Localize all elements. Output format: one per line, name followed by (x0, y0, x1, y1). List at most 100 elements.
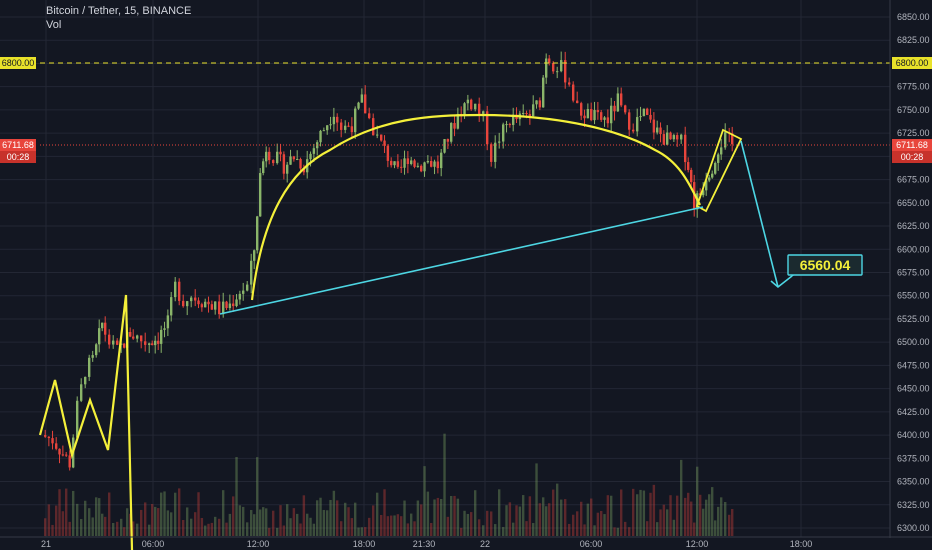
volume-bar (272, 510, 275, 536)
candle-body (545, 58, 548, 78)
y-tick-label: 6775.00 (897, 82, 930, 92)
candle-body (292, 156, 296, 160)
candle-body (286, 164, 289, 174)
volume-bar (84, 500, 87, 536)
volume-bar (95, 497, 98, 536)
candle-body (316, 142, 319, 149)
x-tick-label: 22 (480, 539, 490, 549)
volume-bar (197, 492, 200, 536)
candle-body (568, 82, 571, 85)
candle-body (478, 103, 481, 114)
volume-bar (368, 517, 371, 536)
candle-body (396, 161, 400, 167)
left-zigzag-drawing[interactable] (38, 294, 134, 550)
candle-body (720, 147, 723, 155)
x-tick-label: 12:00 (686, 539, 709, 549)
volume-bar (235, 456, 238, 536)
volume-indicator-label[interactable]: Vol (46, 19, 62, 31)
candle-body (393, 161, 396, 166)
candle-body (265, 151, 268, 162)
volume-bar (580, 501, 583, 536)
right-price-tag: 6711.68 00:28 (892, 139, 932, 163)
volume-bar (204, 525, 207, 536)
candle-body (256, 216, 259, 251)
candle-body (380, 134, 383, 141)
candle-body (174, 281, 177, 298)
volume-bar (253, 514, 256, 536)
volume-bar (218, 518, 221, 536)
candle-body (319, 130, 322, 143)
symbol-title[interactable]: Bitcoin / Tether, 15, BINANCE (46, 5, 192, 17)
svg-text:00:28: 00:28 (7, 152, 30, 162)
candle-body (129, 332, 132, 337)
volume-bar (228, 513, 232, 536)
volume-bar (140, 509, 143, 536)
candle-body (228, 303, 232, 309)
rounded-top-arc[interactable] (250, 113, 701, 301)
volume-bar (538, 503, 542, 536)
x-axis[interactable]: 21 06:00 12:00 18:00 21:30 22 06:00 12:00 18:00 (41, 539, 812, 549)
candle-body (714, 162, 717, 174)
candle-body (652, 119, 656, 133)
volume-bar (628, 527, 631, 536)
volume-bar (225, 522, 228, 536)
volume-bar (711, 487, 714, 536)
candle-body (453, 123, 456, 129)
candle-body (144, 341, 147, 345)
volume-bar (639, 489, 642, 536)
volume-bar (596, 512, 600, 536)
volume-bar (532, 523, 535, 536)
y-tick-label: 6325.00 (897, 500, 930, 510)
volume-bar (396, 514, 400, 536)
volume-bar (515, 505, 518, 536)
candle-body (505, 124, 508, 126)
candle-body (446, 139, 450, 142)
volume-bar (525, 521, 528, 536)
candle-body (108, 334, 111, 345)
candle-body (482, 111, 485, 114)
volume-bar (108, 492, 111, 536)
projection-arrow[interactable] (740, 140, 779, 288)
candle-body (463, 103, 466, 117)
trendline-support[interactable] (219, 206, 704, 315)
candle-body (552, 63, 555, 72)
candle-body (590, 109, 593, 121)
candle-body (88, 357, 91, 377)
y-axis[interactable]: 6850.00 6825.00 6800.00 6775.00 6750.00 6725.… (897, 12, 930, 533)
volume-bar (552, 489, 555, 536)
candle-body (279, 151, 282, 155)
candle-body (583, 115, 586, 119)
volume-bar (61, 511, 65, 536)
volume-bar (613, 527, 616, 536)
candle-body (646, 108, 649, 115)
volume-bar (676, 495, 679, 536)
volume-bar (443, 433, 446, 536)
volume-bar (144, 502, 147, 536)
volume-bar (51, 524, 54, 536)
candle-body (502, 124, 505, 142)
volume-bar (360, 527, 364, 536)
candle-body (235, 299, 238, 307)
candle-body (166, 315, 170, 329)
candle-body (450, 123, 453, 142)
candle-body (731, 133, 734, 145)
rising-wedge-box[interactable] (695, 128, 743, 213)
candle-body (80, 384, 83, 401)
candle-body (390, 160, 393, 166)
volume-bar (256, 457, 259, 536)
volume-bar (463, 510, 466, 536)
volume-bar (616, 527, 620, 536)
target-price-label[interactable]: 6560.04 (787, 254, 863, 276)
y-tick-label: 6450.00 (897, 384, 930, 394)
volume-bar (186, 507, 189, 536)
y-tick-label: 6750.00 (897, 105, 930, 115)
y-tick-label: 6350.00 (897, 477, 930, 487)
drawings[interactable] (38, 113, 796, 550)
volume-bars (44, 433, 734, 536)
candle-body (642, 108, 646, 117)
volume-bar (632, 488, 635, 536)
candle-body (299, 158, 302, 169)
volume-bar (232, 496, 235, 536)
